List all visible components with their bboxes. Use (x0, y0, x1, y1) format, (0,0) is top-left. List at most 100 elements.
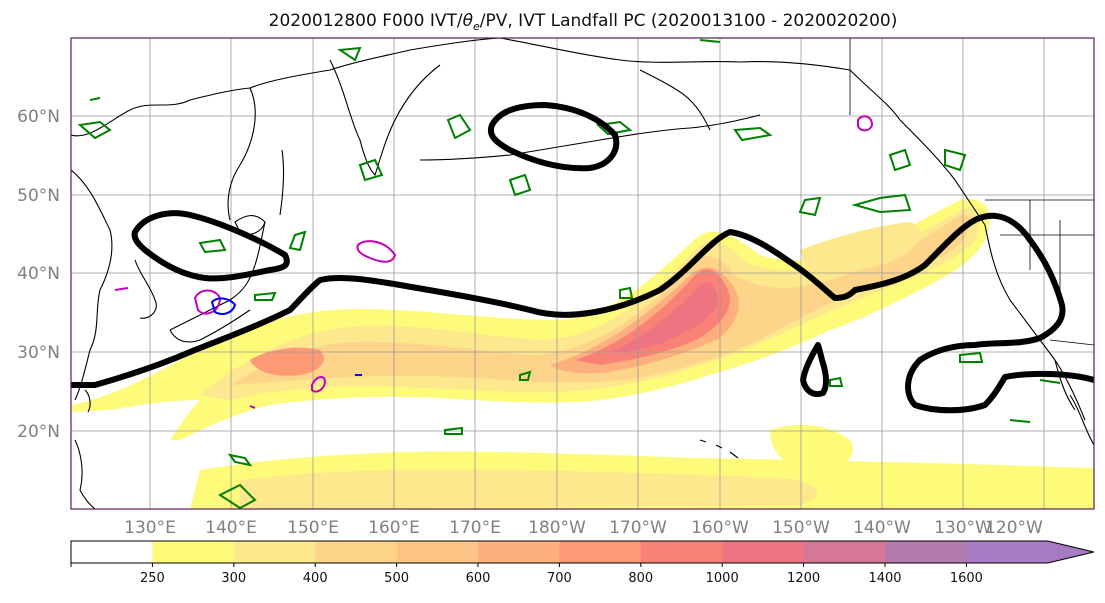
lat-label-60n: 60°N (17, 107, 60, 127)
landfall-pc-contours (71, 102, 1094, 414)
colorbar-segment (478, 541, 560, 563)
coast-sakhalin (279, 149, 285, 216)
theta-e-contours (77, 39, 1061, 509)
theta-e-contour-8 (851, 193, 912, 214)
theta-e-contour-22 (699, 39, 721, 43)
theta-e-contour-12 (288, 230, 307, 252)
theta-e-contour-4 (733, 126, 773, 142)
colorbar-tick-label: 250 (140, 571, 165, 586)
theta-e-contour-15 (444, 426, 463, 435)
colorbar-tick-label: 500 (384, 571, 409, 586)
lon-label-130w: 130°W (934, 518, 992, 538)
ivt-band-south-inner (240, 469, 818, 509)
ivt-band-se (770, 424, 854, 472)
coast-canada (899, 119, 986, 226)
pv-contour-8 (249, 405, 256, 409)
lon-label-160e: 160°E (368, 518, 420, 538)
colorbar-segment (152, 541, 235, 563)
colorbar-tick-label: 400 (303, 571, 328, 586)
theta-e-contour-23 (337, 46, 362, 62)
coast-philippines (74, 439, 96, 509)
colorbar-segment (559, 541, 642, 563)
lon-label-150w: 150°W (772, 518, 830, 538)
ivt-band-1000 (610, 282, 718, 353)
pv-contour-5 (114, 287, 129, 291)
lat-label-50n: 50°N (17, 186, 60, 206)
pv-contour-4 (311, 376, 327, 393)
theta-e-contour-24 (1009, 419, 1031, 423)
colorbar-tick-label: 600 (466, 571, 491, 586)
coast-taiwan (84, 389, 91, 413)
colorbar-tick-label: 800 (628, 571, 653, 586)
map-content (71, 38, 1094, 509)
coast-baja (1054, 359, 1076, 411)
lon-label-120w: 120°W (985, 518, 1043, 538)
colorbar-segment (233, 541, 316, 563)
coast-hawaii-2 (715, 444, 723, 449)
theta-e-contour-16 (227, 453, 253, 467)
figure-title: 2020012800 F000 IVT/θe/PV, IVT Landfall … (269, 11, 898, 33)
colorbar-tick-label: 300 (221, 571, 246, 586)
theta-e-contour-11 (198, 238, 227, 254)
lat-label-40n: 40°N (17, 264, 60, 284)
colorbar-segment (722, 541, 805, 563)
map-border (70, 37, 1095, 510)
colorbar-segment (71, 541, 153, 563)
pv-contour-2 (857, 115, 874, 132)
lon-label-150e: 150°E (287, 518, 339, 538)
lat-labels: 60°N 50°N 40°N 30°N 20°N (17, 107, 60, 442)
theta-e-contour-5 (358, 158, 384, 182)
theta-e-contour-7 (798, 196, 822, 217)
theta-e-contour-18 (619, 286, 634, 299)
coast-asia-north (71, 38, 501, 137)
landfall-closed-contour-2 (131, 210, 290, 282)
colorbar-tick-label: 1200 (787, 571, 820, 586)
lon-label-140e: 140°E (205, 518, 257, 538)
colorbar-segment (803, 541, 886, 563)
coast-aleutians (419, 114, 761, 161)
colorbar-segment (966, 541, 1094, 563)
colorbar-tick-label: 1600 (950, 571, 983, 586)
theta-e-contour-25 (1039, 379, 1061, 384)
theta-e-contour-19 (829, 376, 844, 387)
lon-label-170w: 170°W (609, 518, 667, 538)
ivt-band-700 (575, 269, 730, 365)
theta-e-contour-2 (446, 113, 472, 140)
colorbar-segment (640, 541, 723, 563)
landfall-main-contour (71, 212, 1094, 414)
theta-e-contour-3 (595, 120, 633, 136)
colorbar-tick-label: 1000 (706, 571, 739, 586)
coast-alaska (499, 38, 901, 121)
coast-japan-south (169, 309, 251, 343)
colorbar-segment (315, 541, 398, 563)
border-us-mexico (1049, 339, 1094, 346)
ivt-band-west-core (250, 347, 324, 376)
theta-e-contour-13 (254, 291, 277, 301)
coast-okhotsk (227, 87, 256, 221)
theta-e-contour-17 (217, 483, 257, 509)
coast-korea (134, 259, 157, 319)
colorbar-tick-label: 700 (547, 571, 572, 586)
colorbar-segment (396, 541, 479, 563)
theta-e-contour-6 (508, 173, 532, 197)
ivt-band-north (800, 222, 921, 272)
colorbar-border (70, 540, 1094, 564)
pv-contours (114, 115, 874, 409)
colorbar: 250 300 400 500 600 700 800 1000 1200 1400 1600 (70, 540, 1094, 586)
theta-e-contour-1 (77, 120, 112, 140)
coast-us-west (984, 224, 1086, 421)
pv-contour-1 (356, 240, 397, 263)
pv-contour-6 (210, 297, 237, 315)
lat-label-20n: 20°N (17, 422, 60, 442)
lat-label-30n: 30°N (17, 343, 60, 363)
theta-e-contour-20 (959, 351, 984, 363)
theta-e-contour-10 (944, 148, 967, 172)
theta-e-contour-14 (519, 370, 532, 381)
lon-label-140w: 140°W (853, 518, 911, 538)
coast-hawaii-3 (729, 451, 739, 459)
coast-hawaii-1 (699, 439, 707, 443)
lon-label-170e: 170°E (449, 518, 501, 538)
colorbar-segment (885, 541, 967, 563)
theta-e-contour-9 (888, 148, 912, 172)
